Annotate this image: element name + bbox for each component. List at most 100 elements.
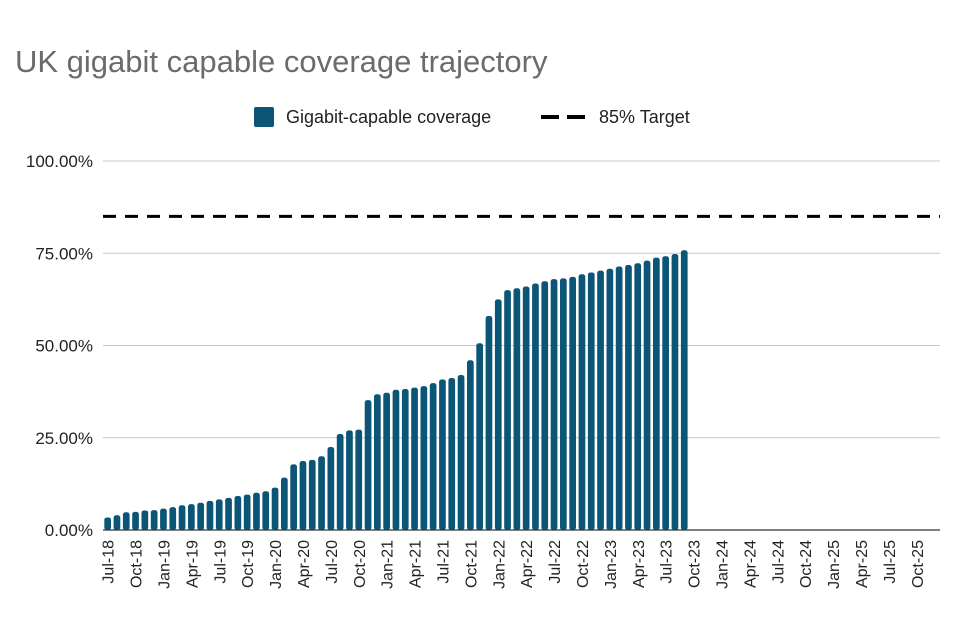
bar	[271, 487, 279, 530]
bar	[364, 400, 372, 530]
x-tick-label: Apr-23	[631, 540, 648, 588]
bar	[653, 257, 660, 530]
x-tick-label: Apr-25	[854, 540, 871, 588]
bar	[606, 268, 614, 530]
bar	[634, 263, 642, 530]
bar	[215, 499, 223, 530]
bar	[234, 496, 242, 530]
bar	[383, 392, 390, 530]
x-tick-label: Oct-22	[575, 540, 592, 588]
bar	[150, 510, 158, 530]
x-tick-label: Jul-23	[659, 540, 676, 584]
chart-title: UK gigabit capable coverage trajectory	[15, 44, 548, 79]
bar	[374, 394, 381, 530]
bar	[550, 279, 558, 530]
legend: Gigabit-capable coverage 85% Target	[0, 104, 960, 130]
x-tick-label: Oct-18	[129, 540, 146, 588]
x-tick-label: Jul-22	[547, 540, 564, 584]
legend-label-target: 85% Target	[599, 106, 690, 127]
legend-dash-target	[541, 115, 585, 119]
x-tick-label: Oct-23	[687, 540, 704, 588]
bar	[281, 477, 288, 530]
x-tick-label: Jul-18	[101, 540, 118, 584]
x-tick-label: Oct-25	[910, 540, 927, 588]
x-tick-label: Apr-22	[519, 540, 536, 588]
bar	[132, 511, 139, 530]
x-tick-label: Oct-19	[240, 540, 257, 588]
bar	[169, 507, 177, 530]
x-tick-label: Jul-24	[770, 540, 787, 584]
legend-item-coverage: Gigabit-capable coverage	[254, 104, 491, 130]
bar	[346, 430, 353, 530]
bar	[560, 278, 567, 530]
x-tick-label: Jan-24	[714, 540, 731, 589]
bar	[494, 299, 502, 530]
legend-swatch-coverage	[254, 107, 274, 127]
x-tick-label: Jan-25	[826, 540, 843, 589]
bar	[160, 508, 167, 530]
bar	[299, 460, 307, 530]
bar	[680, 250, 688, 530]
bar	[485, 315, 493, 530]
bar	[522, 286, 530, 530]
bar	[188, 504, 195, 530]
bar	[439, 379, 446, 530]
legend-item-target: 85% Target	[541, 104, 690, 130]
bar	[141, 510, 149, 530]
bar	[411, 387, 418, 530]
x-tick-label: Jan-22	[491, 540, 508, 589]
x-tick-label: Jul-20	[324, 540, 341, 584]
x-tick-label: Apr-19	[184, 540, 201, 588]
bar	[392, 389, 400, 530]
bar	[662, 256, 669, 530]
bar	[504, 290, 511, 530]
bar	[308, 459, 316, 530]
bar	[532, 283, 539, 530]
x-tick-label: Oct-21	[463, 540, 480, 588]
y-tick-label: 100.00%	[26, 152, 93, 171]
bar	[327, 446, 335, 530]
legend-label-coverage: Gigabit-capable coverage	[286, 106, 492, 127]
x-tick-label: Jan-20	[268, 540, 285, 589]
y-tick-label: 0.00%	[45, 521, 93, 540]
bar	[457, 375, 465, 530]
bar	[243, 494, 251, 530]
bar	[587, 272, 595, 530]
x-tick-label: Apr-24	[742, 540, 759, 588]
bar	[541, 281, 549, 530]
bar	[429, 383, 437, 530]
bar	[178, 505, 186, 530]
x-tick-label: Apr-21	[408, 540, 425, 588]
x-tick-label: Jan-19	[156, 540, 173, 589]
bar	[513, 288, 521, 530]
x-tick-label: Apr-20	[296, 540, 313, 588]
bar	[476, 343, 483, 530]
bar	[262, 491, 270, 530]
bar	[420, 386, 428, 530]
bar	[197, 502, 204, 530]
bar	[104, 517, 111, 530]
bar	[355, 429, 363, 530]
x-tick-label: Jan-23	[603, 540, 620, 589]
x-tick-label: Oct-20	[352, 540, 369, 588]
bar	[318, 456, 325, 530]
bar	[615, 266, 623, 530]
bar	[206, 500, 214, 530]
bar	[401, 389, 409, 530]
bar	[597, 270, 604, 530]
bar	[569, 276, 576, 530]
bar	[578, 274, 586, 530]
bar	[113, 515, 121, 530]
bar	[448, 377, 456, 530]
bar	[625, 265, 632, 530]
y-tick-label: 75.00%	[35, 244, 93, 263]
bar	[253, 492, 260, 530]
bar	[467, 360, 474, 530]
bar	[336, 434, 344, 530]
y-tick-label: 25.00%	[35, 429, 93, 448]
x-tick-label: Oct-24	[798, 540, 815, 588]
bar	[290, 464, 297, 530]
bar	[225, 497, 232, 530]
x-tick-label: Jul-21	[435, 540, 452, 584]
